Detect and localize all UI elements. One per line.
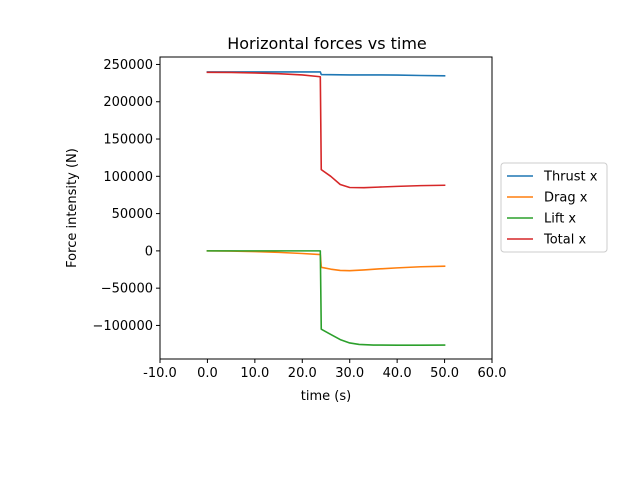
legend: Thrust x Drag x Lift x Total x xyxy=(500,162,608,253)
plot-frame xyxy=(159,56,493,360)
y-tick-label: 250000 xyxy=(103,58,153,73)
y-tick-label: −50000 xyxy=(101,282,153,297)
legend-items: Thrust x Drag x Lift x Total x xyxy=(507,170,598,248)
legend-label-lift-x: Lift x xyxy=(544,212,576,227)
x-tick-label: -10.0 xyxy=(143,366,177,381)
x-axis-title: time (s) xyxy=(301,389,351,404)
series-layer xyxy=(206,71,446,347)
y-tick-label: 100000 xyxy=(103,170,153,185)
x-tick-label: 10.0 xyxy=(240,366,269,381)
y-tick-label: 200000 xyxy=(103,95,153,110)
y-tick-label: 0 xyxy=(145,244,153,259)
y-axis: −100000 −50000 0 50000 100000 150000 200000 250… xyxy=(92,58,160,334)
legend-box xyxy=(500,162,608,253)
chart-title: Horizontal forces vs time xyxy=(227,34,427,53)
legend-label-thrust-x: Thrust x xyxy=(543,170,598,185)
x-tick-label: 20.0 xyxy=(288,366,317,381)
series-line-total-x xyxy=(206,71,446,189)
y-tick-label: −100000 xyxy=(92,319,153,334)
series-line-lift-x xyxy=(206,250,446,347)
legend-label-total-x: Total x xyxy=(543,233,586,248)
y-tick-label: 50000 xyxy=(112,207,153,222)
x-tick-label: 0.0 xyxy=(197,366,218,381)
y-axis-title: Force intensity (N) xyxy=(65,148,80,268)
x-axis: -10.0 0.0 10.0 20.0 30.0 40.0 50.0 60.0 xyxy=(143,359,506,381)
x-tick-label: 60.0 xyxy=(478,366,507,381)
y-tick-label: 150000 xyxy=(103,133,153,148)
series-line-thrust-x xyxy=(206,71,446,77)
legend-label-drag-x: Drag x xyxy=(544,191,588,206)
x-tick-label: 50.0 xyxy=(430,366,459,381)
x-tick-label: 30.0 xyxy=(335,366,364,381)
x-tick-label: 40.0 xyxy=(383,366,412,381)
series-line-drag-x xyxy=(206,250,446,272)
